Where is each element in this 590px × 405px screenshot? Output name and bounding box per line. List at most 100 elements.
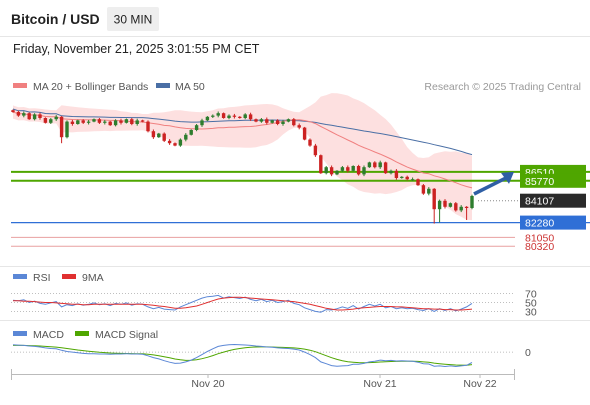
- rsi-tick-label: 70: [525, 289, 537, 301]
- candle-body: [362, 167, 366, 175]
- candle: [437, 199, 442, 223]
- candle-body: [297, 125, 301, 128]
- candle: [243, 113, 247, 120]
- candle-body: [22, 113, 26, 116]
- rsi-ma-line: [13, 296, 473, 311]
- candle: [173, 142, 177, 147]
- candle-body: [405, 176, 409, 180]
- ma20-legend-swatch: [13, 83, 27, 88]
- candle-body: [194, 125, 199, 130]
- candle: [324, 166, 328, 175]
- candle-body: [108, 121, 112, 126]
- candle-body: [162, 133, 166, 141]
- candle-body: [59, 116, 64, 138]
- symbol-title: Bitcoin / USD: [11, 11, 100, 27]
- candle: [200, 118, 204, 127]
- candle: [248, 112, 253, 121]
- bollinger-band: [13, 93, 472, 221]
- candle: [184, 133, 188, 142]
- candle: [135, 118, 139, 126]
- candle: [448, 202, 453, 208]
- moving-average-lines: [12, 108, 473, 189]
- candle: [340, 166, 345, 172]
- candle-body: [140, 120, 145, 122]
- candle: [11, 109, 15, 113]
- macd-legend-swatch: [13, 331, 27, 336]
- ma20-line: [12, 111, 473, 189]
- candle-body: [216, 113, 220, 116]
- candle-body: [367, 162, 372, 168]
- candle-body: [356, 166, 361, 175]
- candle-body: [16, 112, 21, 116]
- candle: [194, 124, 199, 132]
- candle-body: [113, 120, 118, 126]
- candle: [464, 206, 469, 220]
- candle: [265, 117, 269, 125]
- candle: [178, 138, 183, 147]
- candle: [459, 205, 463, 213]
- forecast-arrow-head: [501, 171, 514, 184]
- candle: [97, 118, 102, 124]
- candle: [270, 119, 274, 124]
- ma20-legend-label: MA 20 + Bollinger Bands: [33, 81, 148, 93]
- candle-body: [167, 140, 172, 144]
- candle: [130, 118, 134, 126]
- candle: [443, 199, 447, 209]
- x-tick-label: Nov 20: [191, 378, 224, 390]
- candle-body: [243, 114, 247, 118]
- candle-body: [302, 127, 307, 140]
- candle-body: [49, 119, 53, 123]
- price-level-label-85770: 85770: [525, 176, 554, 188]
- candle-body: [394, 170, 399, 178]
- candle: [394, 169, 399, 180]
- candle-body: [65, 121, 69, 138]
- candle-body: [275, 120, 280, 124]
- copyright-label: Research © 2025 Trading Central: [424, 81, 581, 93]
- candle: [286, 118, 291, 123]
- candle-body: [97, 119, 102, 123]
- price-level-lines: [11, 170, 590, 247]
- candle: [32, 113, 37, 121]
- candle-body: [443, 200, 447, 207]
- bollinger-band-area: [13, 93, 472, 221]
- candle: [302, 126, 307, 141]
- timeframe-badge[interactable]: [107, 7, 159, 31]
- forecast-arrow-shaft: [473, 175, 509, 196]
- candle: [108, 120, 112, 126]
- candle-body: [432, 188, 436, 210]
- x-tick-label: Nov 21: [363, 378, 396, 390]
- ma50-legend-swatch: [156, 83, 170, 88]
- candle: [119, 118, 123, 125]
- candle-body: [265, 119, 269, 123]
- candle-body: [378, 162, 382, 168]
- ma50-line: [12, 108, 473, 156]
- candle: [427, 187, 431, 196]
- candle-body: [383, 162, 388, 174]
- candle: [140, 119, 145, 123]
- candle: [59, 116, 64, 144]
- candle: [319, 154, 323, 174]
- candle: [113, 119, 118, 127]
- candle-body: [259, 119, 264, 122]
- candle-body: [130, 119, 134, 124]
- ma50-legend-label: MA 50: [175, 81, 205, 93]
- candle: [38, 112, 42, 120]
- candle: [151, 129, 156, 139]
- candle: [335, 170, 339, 176]
- candle-body: [324, 167, 328, 174]
- candle-body: [157, 133, 161, 138]
- candle-body: [146, 121, 150, 132]
- candle-body: [340, 167, 345, 171]
- candle: [254, 118, 258, 123]
- candle-body: [54, 116, 58, 120]
- candle-body: [410, 179, 415, 181]
- candle: [292, 118, 296, 127]
- rsi-tick-label: 30: [525, 306, 537, 318]
- candle: [22, 111, 26, 118]
- candle-body: [151, 131, 156, 138]
- candle-body: [351, 166, 355, 171]
- candle: [103, 119, 107, 125]
- candle: [389, 169, 393, 175]
